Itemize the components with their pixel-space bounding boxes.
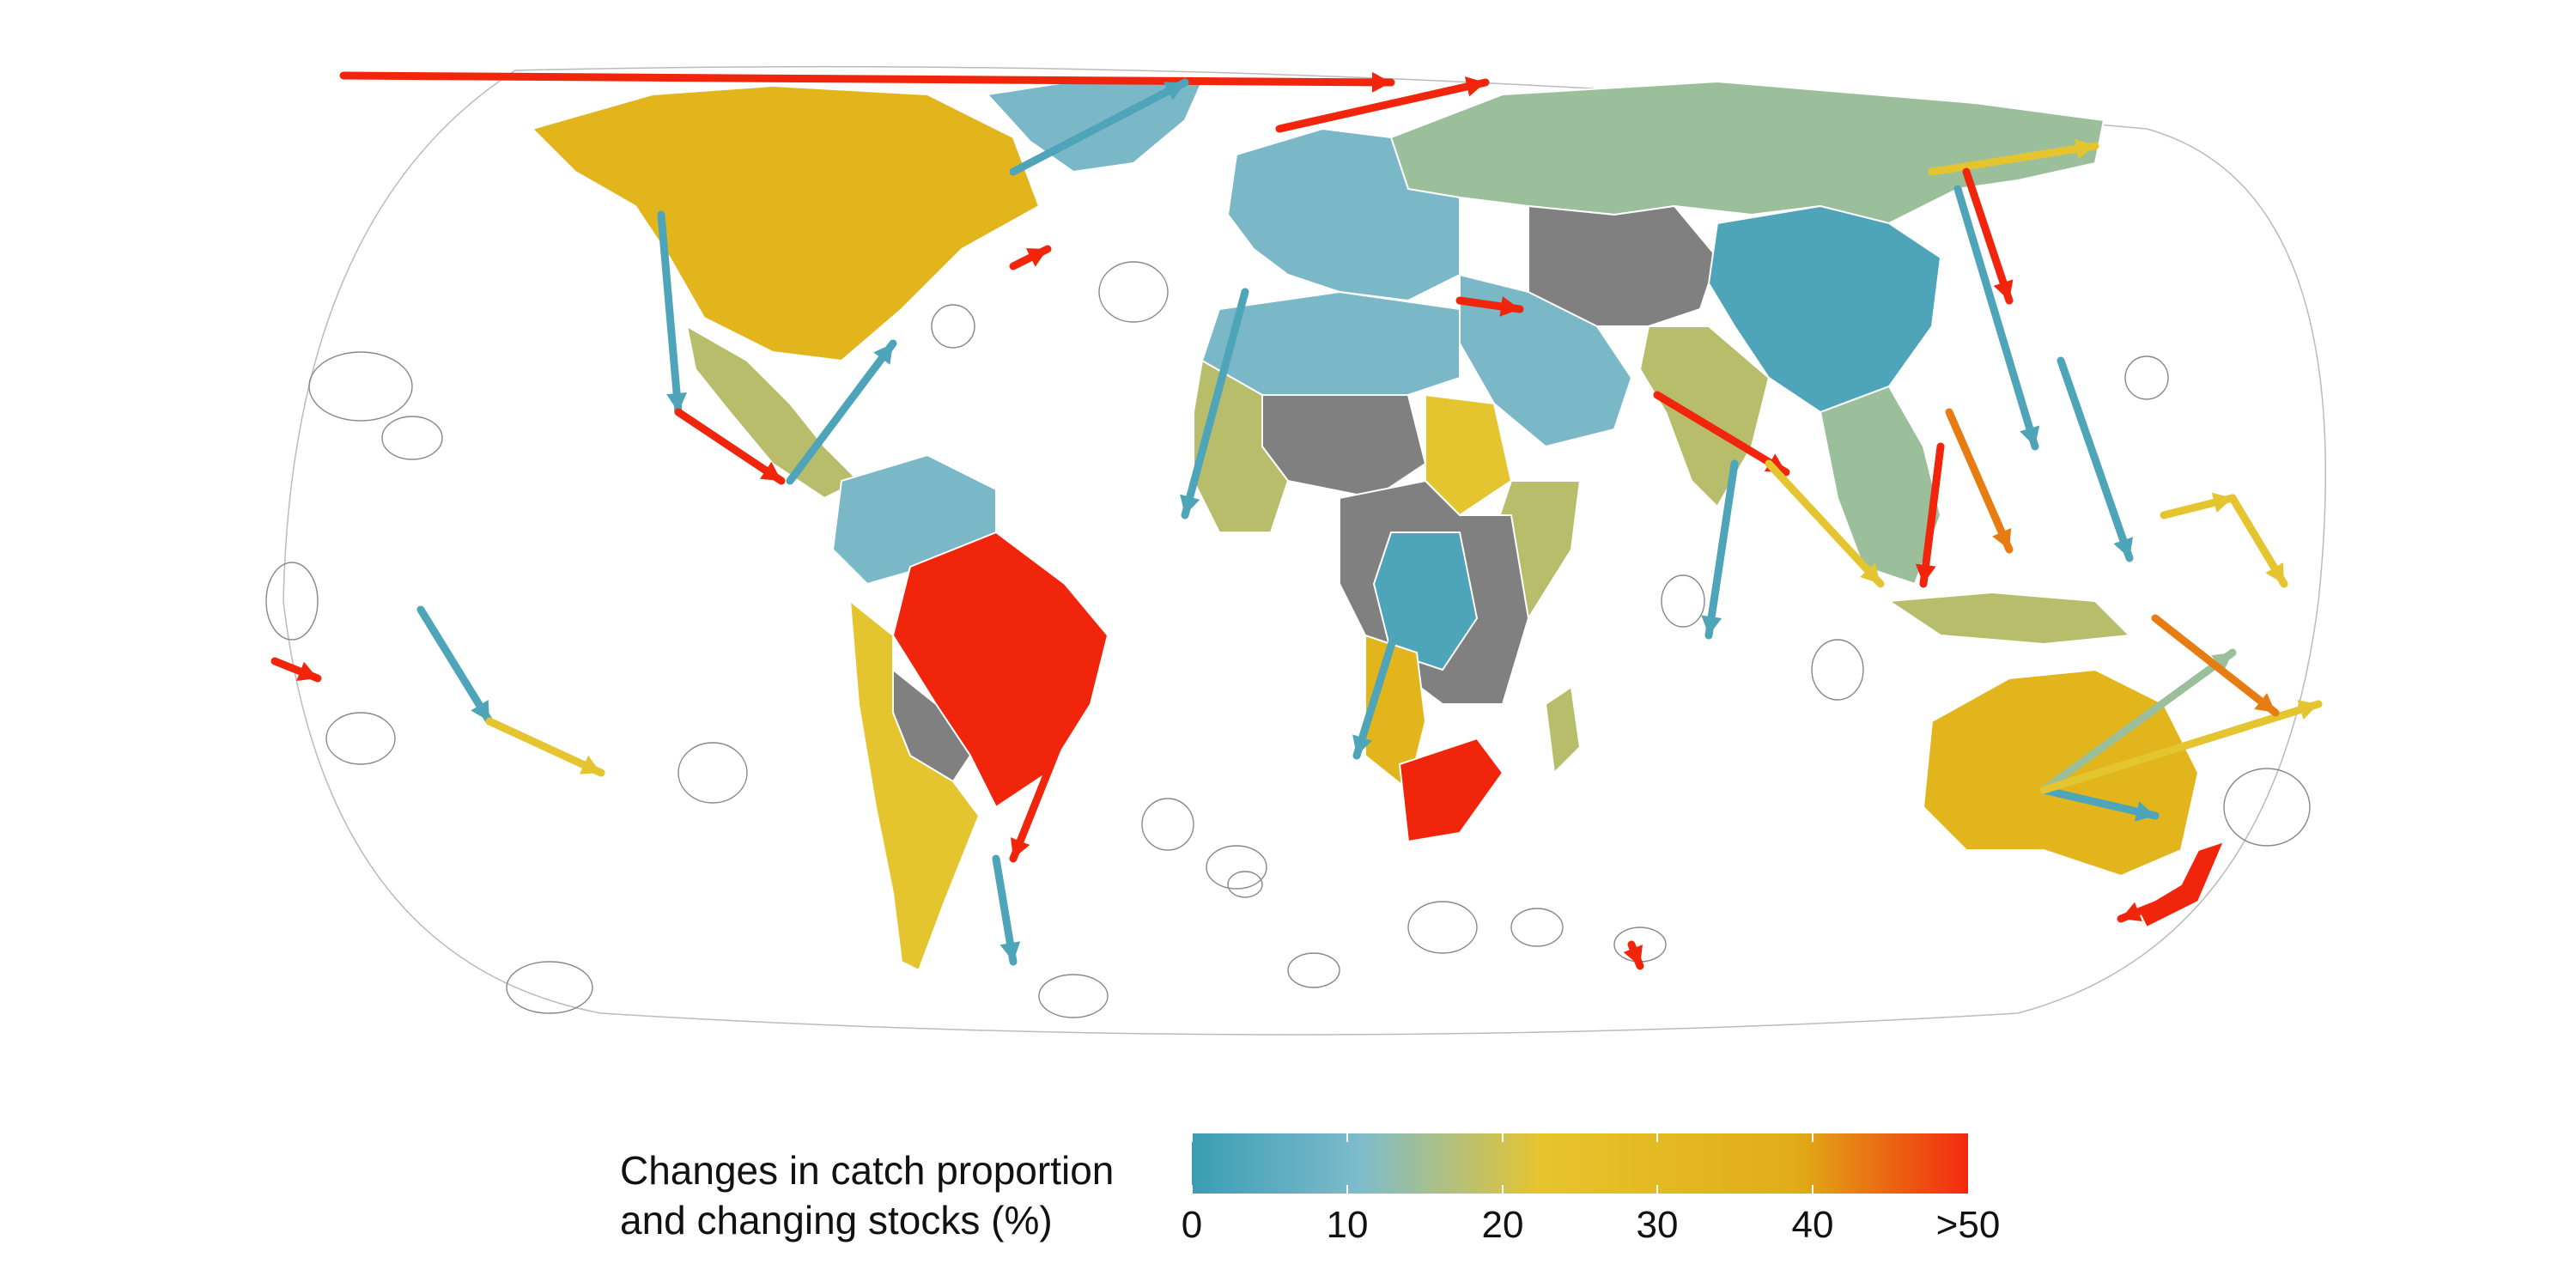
region-central-asia: [1528, 204, 1719, 327]
flow-arrow-head: [2254, 692, 2275, 713]
region-south-africa: [1398, 737, 1504, 843]
eez-outlines: [265, 261, 2311, 1018]
flow-arrow-line: [2151, 614, 2280, 717]
region-india: [1638, 325, 1771, 508]
flow-arrow-head: [1701, 615, 1722, 635]
region-drc: [1372, 532, 1479, 671]
flow-arrow-head: [2211, 492, 2233, 513]
flow-arrow-head: [1860, 562, 1880, 584]
flow-arrows: [270, 71, 2323, 970]
flow-arrow-head: [1163, 82, 1185, 100]
region-north-america: [531, 84, 1041, 362]
flow-arrow-head: [2297, 700, 2318, 720]
flow-arrow-line: [1962, 167, 2014, 305]
flow-arrow-head: [471, 699, 489, 721]
flow-arrow-line: [1704, 459, 1739, 640]
flow-arrow-line: [2039, 786, 2160, 820]
region-europe: [1226, 127, 1461, 302]
flow-arrow-line: [1009, 683, 1086, 863]
flow-arrow-head: [2265, 562, 2284, 584]
flow-arrow-line: [1919, 442, 1945, 588]
flow-arrow-line: [2039, 648, 2237, 794]
flow-arrow-head: [296, 661, 318, 681]
flow-arrow-head: [999, 941, 1021, 962]
flow-arrow-head: [1025, 248, 1048, 267]
region-madagascar: [1544, 685, 1582, 775]
flow-arrow-head: [1371, 71, 1391, 93]
legend-tick-marks: [1191, 1133, 1814, 1194]
flow-arrow-head: [1623, 945, 1643, 966]
flow-arrow-line: [1181, 288, 1249, 519]
flow-arrow-head: [2020, 425, 2040, 447]
flow-arrow-line: [786, 339, 897, 485]
flow-arrow-head: [666, 392, 688, 412]
flow-arrow-line: [1352, 614, 1404, 760]
land-masses: [531, 76, 2226, 972]
legend-color-bar: [1192, 1133, 1968, 1194]
flow-arrow-head: [2121, 902, 2142, 921]
flow-arrow-head: [1352, 734, 1373, 756]
flow-arrow-head: [1011, 837, 1030, 859]
flow-arrow-head: [2075, 138, 2095, 160]
flow-arrow-line: [1953, 185, 2039, 451]
flow-arrow-line: [1275, 78, 1490, 133]
flow-arrow-line: [485, 717, 605, 777]
flow-arrow-head: [1180, 494, 1200, 515]
region-southeast-asia: [1819, 385, 1942, 586]
flow-arrow-head: [1464, 76, 1485, 97]
flow-arrow-line: [1653, 391, 1790, 477]
flow-arrow-head: [2211, 653, 2233, 672]
flow-arrow-head: [1499, 296, 1520, 317]
region-indonesia: [1886, 591, 2132, 646]
flow-arrow-line: [1945, 408, 2014, 554]
flow-arrow-head: [2113, 537, 2134, 558]
flow-arrow-line: [416, 605, 494, 726]
flow-arrow-head: [1992, 528, 2012, 550]
flow-arrow-line: [1009, 78, 1189, 176]
flow-arrow-head: [579, 755, 601, 775]
flow-arrow-line: [674, 408, 786, 485]
flow-arrow-line: [2057, 356, 2134, 562]
flow-arrow-head: [873, 343, 893, 365]
region-sudan: [1425, 393, 1513, 517]
flow-arrow-head: [2134, 801, 2155, 822]
region-russia: [1389, 80, 2105, 225]
flow-arrow-head: [1915, 563, 1936, 584]
flow-arrow-line: [1765, 459, 1885, 588]
flow-arrow-head: [1993, 279, 2014, 301]
flow-arrow-head: [760, 461, 781, 481]
flow-arrow-line: [2039, 700, 2323, 794]
flow-arrow-line: [339, 71, 1395, 87]
flow-arrow-line: [1928, 142, 2099, 176]
flow-arrow-line: [657, 210, 683, 416]
region-south-america-south: [848, 598, 981, 972]
